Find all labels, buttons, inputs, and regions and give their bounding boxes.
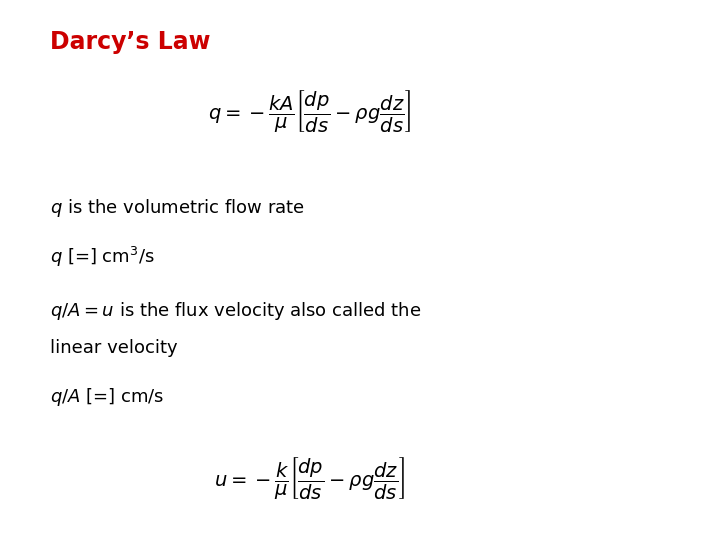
Text: $q$ [=] cm$^3$/s: $q$ [=] cm$^3$/s (50, 245, 155, 268)
Text: Darcy’s Law: Darcy’s Law (50, 30, 211, 53)
Text: linear velocity: linear velocity (50, 339, 178, 357)
Text: $u = -\dfrac{k}{\mu}\left[\dfrac{dp}{ds} - \rho g \dfrac{dz}{ds}\right]$: $u = -\dfrac{k}{\mu}\left[\dfrac{dp}{ds}… (214, 455, 405, 501)
Text: $q/A$ [=] cm/s: $q/A$ [=] cm/s (50, 386, 165, 408)
Text: $q/A = u$ is the flux velocity also called the: $q/A = u$ is the flux velocity also call… (50, 300, 422, 321)
Text: $q$ is the volumetric flow rate: $q$ is the volumetric flow rate (50, 197, 305, 219)
Text: $q = -\dfrac{kA}{\mu}\left[\dfrac{dp}{ds} - \rho g \dfrac{dz}{ds}\right]$: $q = -\dfrac{kA}{\mu}\left[\dfrac{dp}{ds… (208, 87, 411, 134)
